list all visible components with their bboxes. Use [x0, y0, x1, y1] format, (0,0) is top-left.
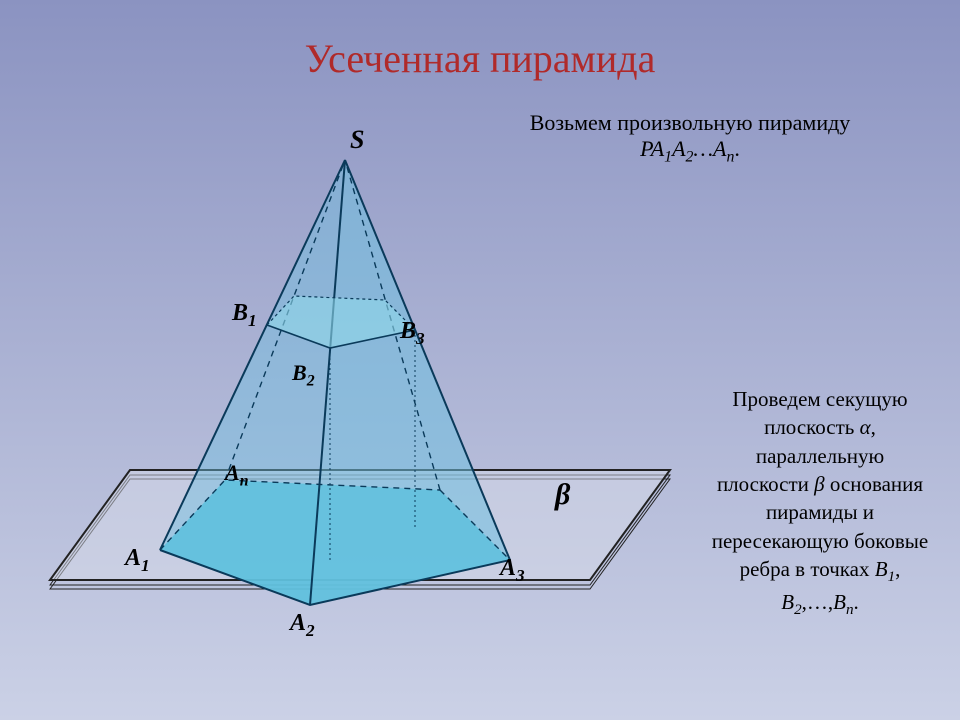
label-beta: β — [555, 478, 570, 512]
label-An: An — [225, 460, 249, 490]
label-B3: B3 — [400, 318, 425, 349]
label-B1: B1 — [232, 300, 257, 331]
paragraph-2: Проведем секущую плоскость α, параллельн… — [710, 385, 930, 620]
slide-stage: Усеченная пирамида Возьмем произвольную … — [0, 0, 960, 720]
label-A3: A3 — [500, 555, 525, 586]
label-A2: A2 — [290, 610, 315, 641]
label-S: S — [350, 125, 364, 155]
label-A1: A1 — [125, 545, 150, 576]
label-B2: B2 — [292, 360, 315, 390]
slide-title: Усеченная пирамида — [0, 35, 960, 82]
paragraph-1: Возьмем произвольную пирамиду PA1A2…An. — [430, 110, 950, 166]
